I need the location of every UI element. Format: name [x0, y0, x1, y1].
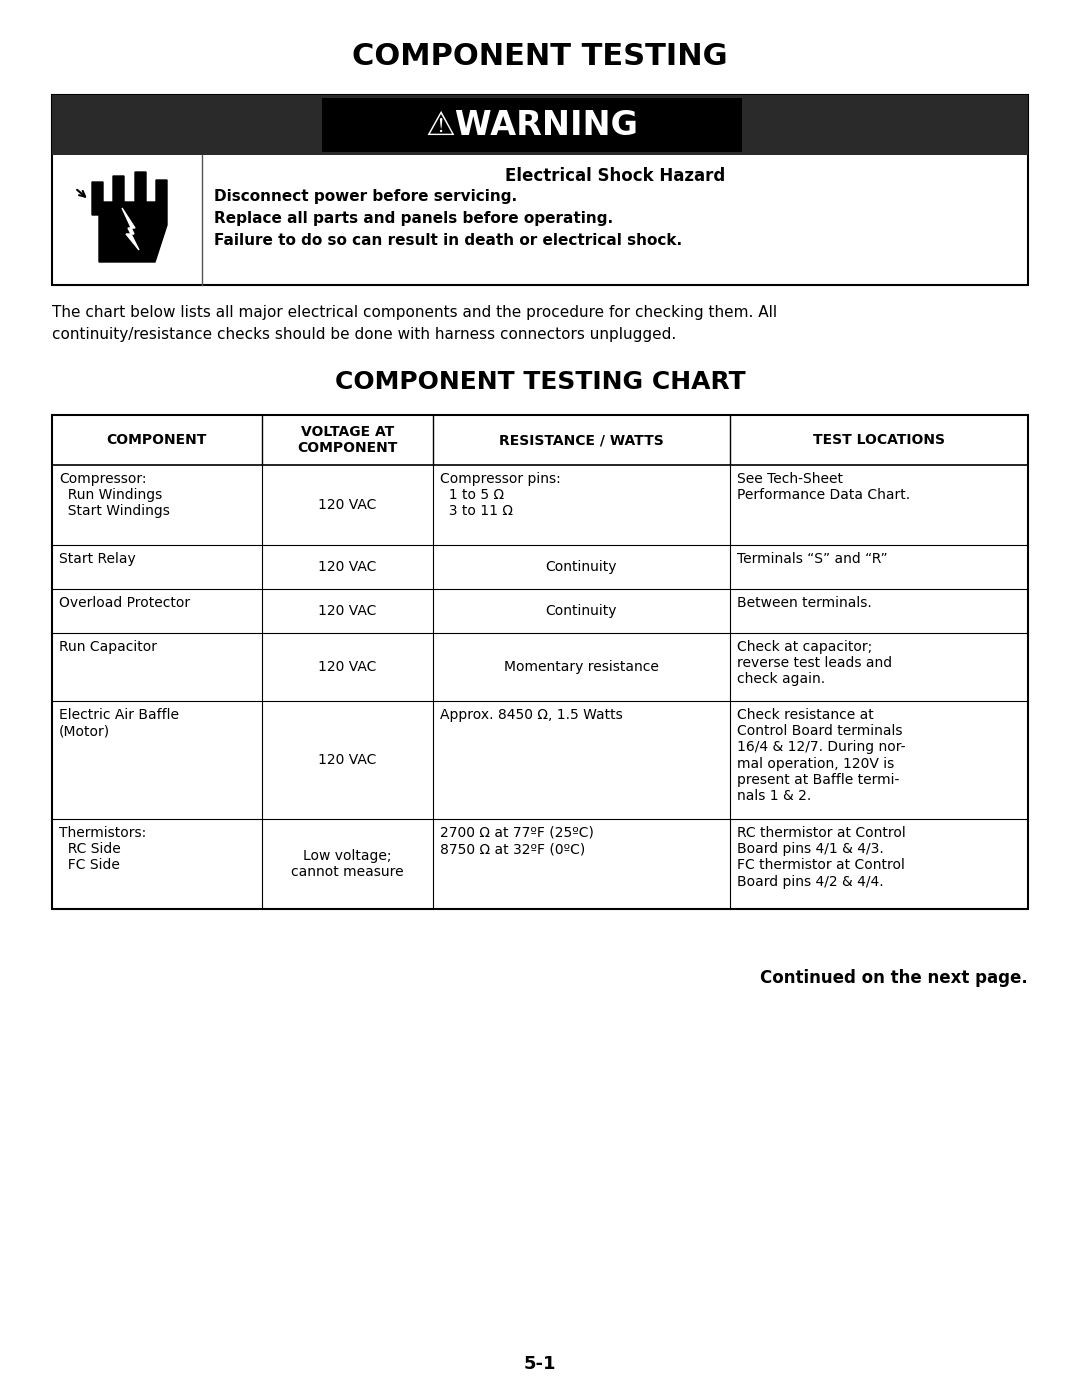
Text: Terminals “S” and “R”: Terminals “S” and “R” [738, 552, 888, 566]
Text: Disconnect power before servicing.: Disconnect power before servicing. [214, 189, 517, 204]
Text: Thermistors:
  RC Side
  FC Side: Thermistors: RC Side FC Side [59, 826, 146, 872]
Text: ⚠WARNING: ⚠WARNING [426, 109, 638, 141]
Text: Failure to do so can result in death or electrical shock.: Failure to do so can result in death or … [214, 233, 683, 249]
Text: COMPONENT TESTING CHART: COMPONENT TESTING CHART [335, 370, 745, 394]
Text: Between terminals.: Between terminals. [738, 597, 872, 610]
Text: COMPONENT: COMPONENT [107, 433, 207, 447]
Text: Compressor pins:
  1 to 5 Ω
  3 to 11 Ω: Compressor pins: 1 to 5 Ω 3 to 11 Ω [440, 472, 561, 518]
Text: Continuity: Continuity [545, 604, 618, 617]
Text: Run Capacitor: Run Capacitor [59, 640, 157, 654]
Text: Start Relay: Start Relay [59, 552, 136, 566]
Bar [52, 95, 1028, 285]
Text: Electrical Shock Hazard: Electrical Shock Hazard [504, 168, 725, 184]
Text: Check resistance at
Control Board terminals
16/4 & 12/7. During nor-
mal operati: Check resistance at Control Board termin… [738, 708, 906, 803]
Text: Overload Protector: Overload Protector [59, 597, 190, 610]
Bar [322, 98, 742, 152]
Text: 5-1: 5-1 [524, 1355, 556, 1373]
Text: 120 VAC: 120 VAC [318, 659, 377, 673]
Polygon shape [92, 172, 167, 263]
Text: 120 VAC: 120 VAC [318, 604, 377, 617]
Text: The chart below lists all major electrical components and the procedure for chec: The chart below lists all major electric… [52, 305, 778, 320]
Text: VOLTAGE AT
COMPONENT: VOLTAGE AT COMPONENT [297, 425, 397, 455]
Polygon shape [122, 208, 139, 250]
Text: 120 VAC: 120 VAC [318, 753, 377, 767]
Text: RC thermistor at Control
Board pins 4/1 & 4/3.
FC thermistor at Control
Board pi: RC thermistor at Control Board pins 4/1 … [738, 826, 906, 888]
Bar [52, 415, 1028, 465]
Text: TEST LOCATIONS: TEST LOCATIONS [813, 433, 945, 447]
Text: Replace all parts and panels before operating.: Replace all parts and panels before oper… [214, 211, 613, 226]
Text: Electric Air Baffle
(Motor): Electric Air Baffle (Motor) [59, 708, 179, 738]
Text: 120 VAC: 120 VAC [318, 560, 377, 574]
Bar [52, 415, 1028, 909]
Text: Continued on the next page.: Continued on the next page. [760, 970, 1028, 988]
Text: Compressor:
  Run Windings
  Start Windings: Compressor: Run Windings Start Windings [59, 472, 170, 518]
Bar [52, 95, 1028, 155]
Text: RESISTANCE / WATTS: RESISTANCE / WATTS [499, 433, 664, 447]
Text: 120 VAC: 120 VAC [318, 497, 377, 511]
Text: Continuity: Continuity [545, 560, 618, 574]
Text: Low voltage;
cannot measure: Low voltage; cannot measure [291, 849, 404, 879]
Text: continuity/resistance checks should be done with harness connectors unplugged.: continuity/resistance checks should be d… [52, 327, 676, 342]
Text: Check at capacitor;
reverse test leads and
check again.: Check at capacitor; reverse test leads a… [738, 640, 892, 686]
Text: See Tech-Sheet
Performance Data Chart.: See Tech-Sheet Performance Data Chart. [738, 472, 910, 502]
Text: Approx. 8450 Ω, 1.5 Watts: Approx. 8450 Ω, 1.5 Watts [440, 708, 622, 722]
Text: Momentary resistance: Momentary resistance [504, 659, 659, 673]
Text: 2700 Ω at 77ºF (25ºC)
8750 Ω at 32ºF (0ºC): 2700 Ω at 77ºF (25ºC) 8750 Ω at 32ºF (0º… [440, 826, 594, 856]
Text: COMPONENT TESTING: COMPONENT TESTING [352, 42, 728, 71]
